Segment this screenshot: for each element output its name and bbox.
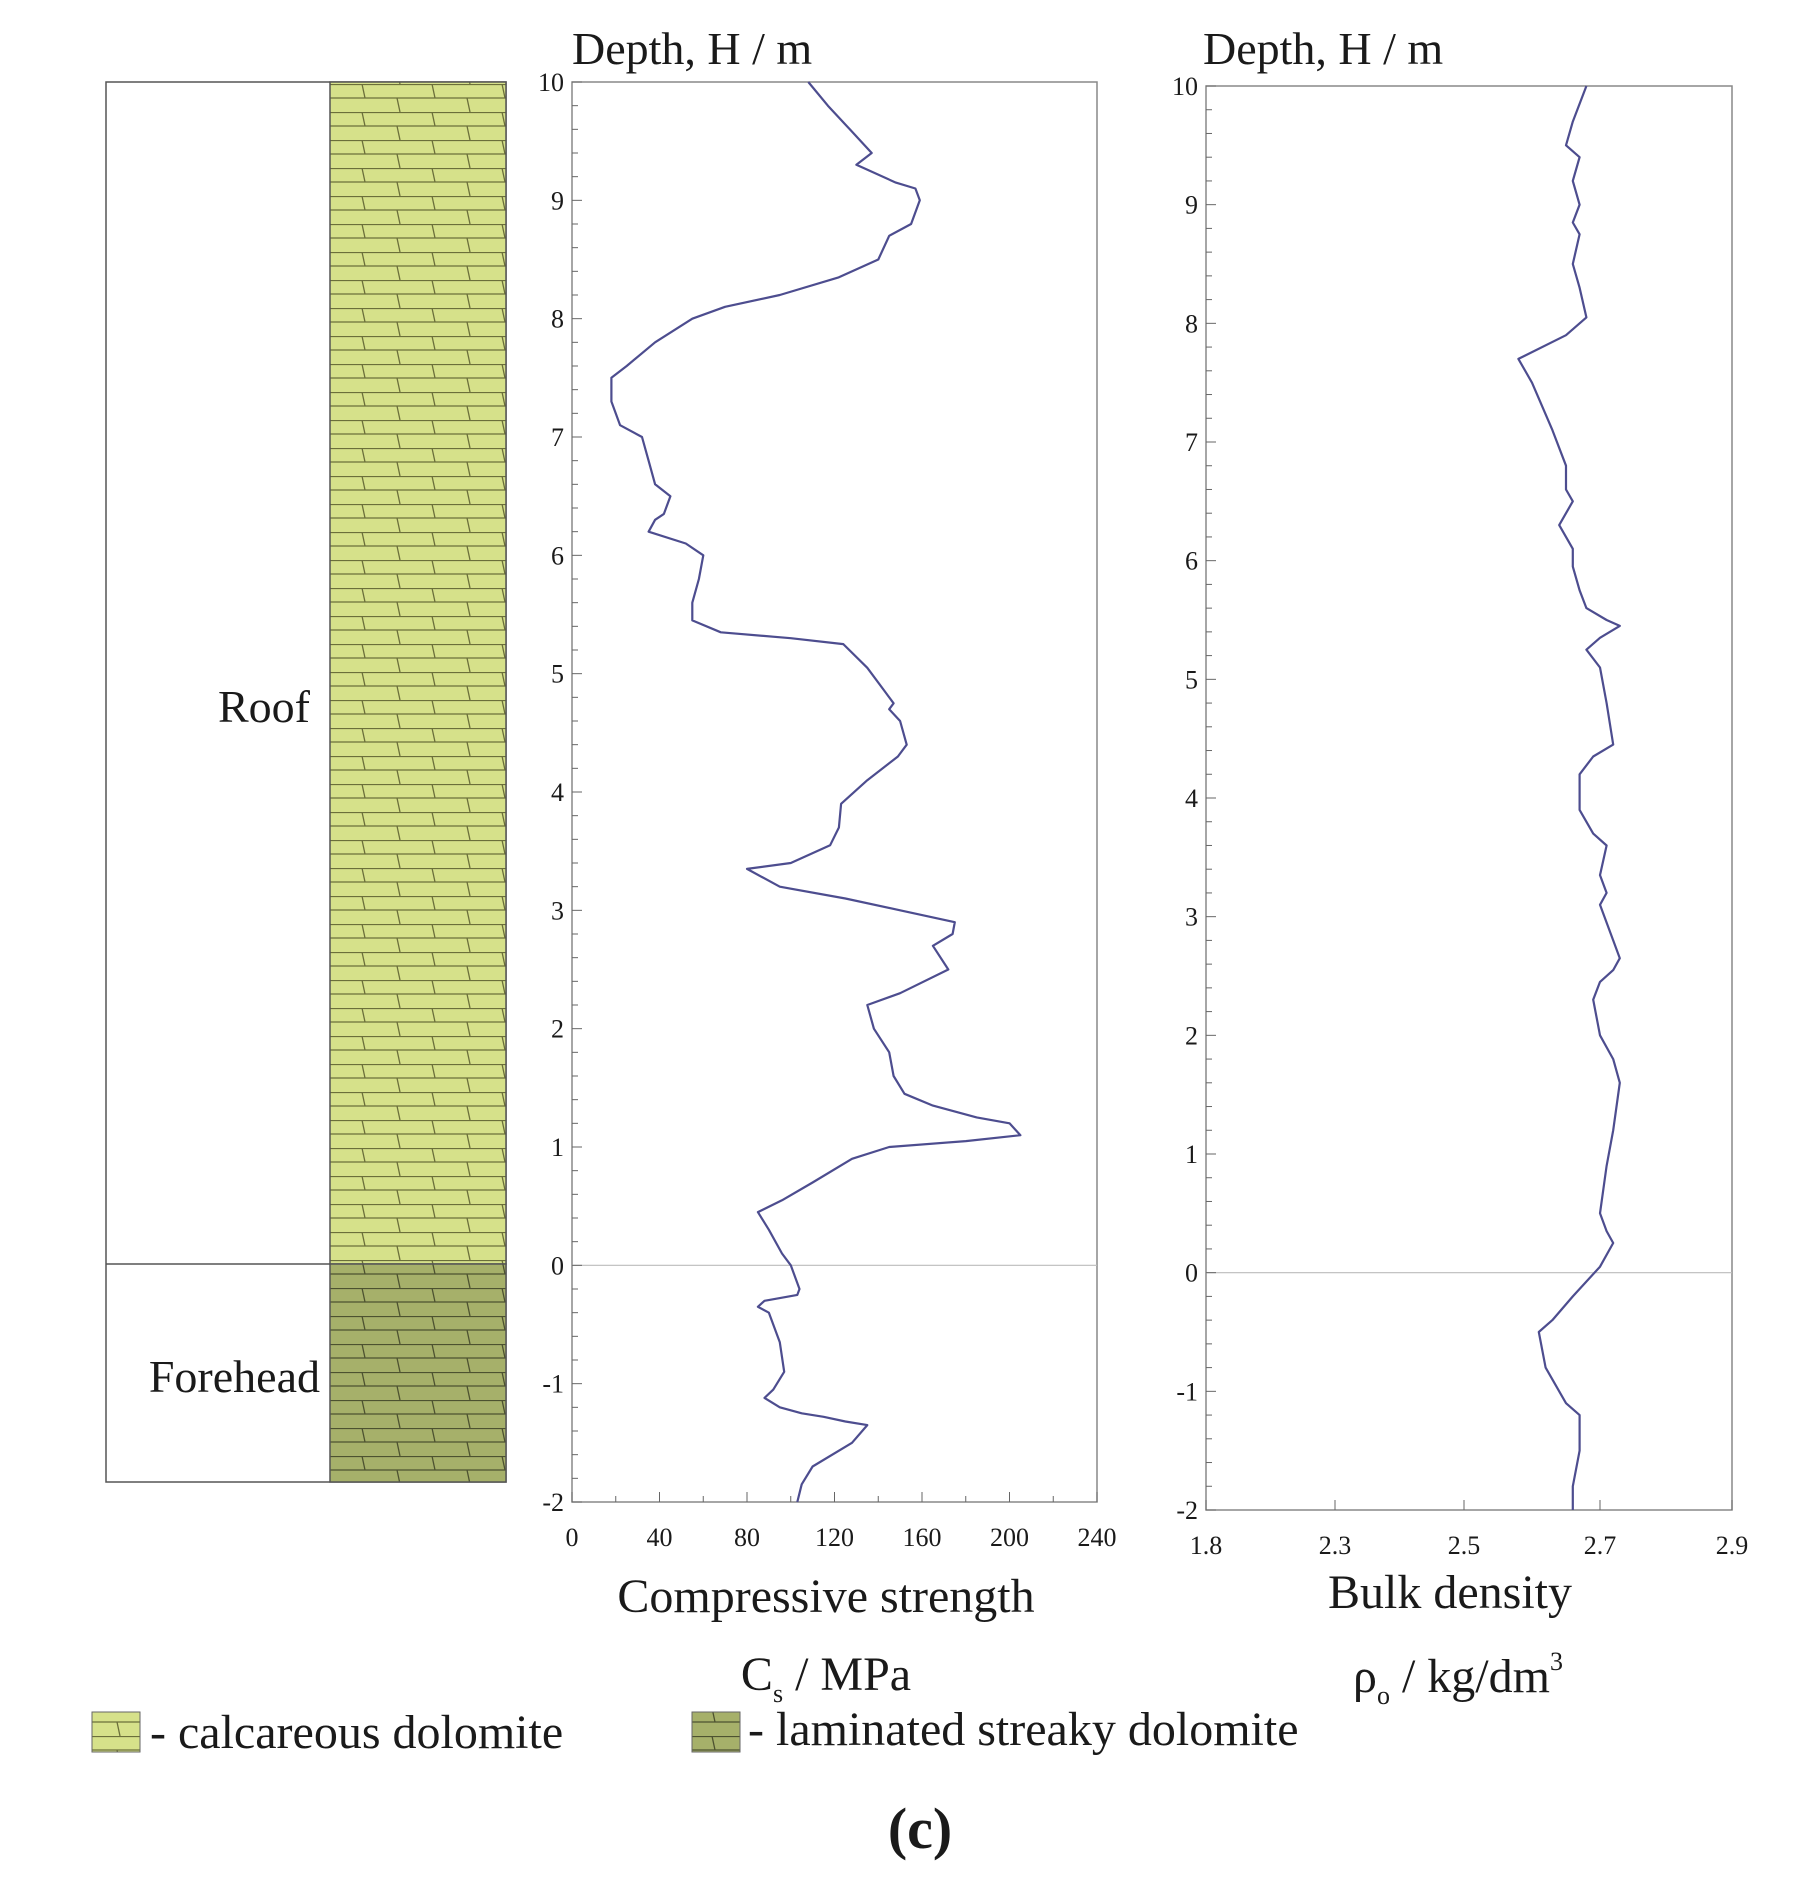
c1-ytick-label: 8 (551, 305, 564, 334)
c2-xtick-label: 2.3 (1319, 1531, 1352, 1560)
c1-ytick-label: 6 (551, 541, 564, 570)
c2-ytick-label: 1 (1185, 1140, 1198, 1169)
c1-ytick-label: 9 (551, 186, 564, 215)
c1-xtick-label: 40 (647, 1523, 673, 1552)
c2-ytick-label: -1 (1176, 1377, 1198, 1406)
chart1-plot-frame (571, 81, 1098, 1503)
c1-ytick-label: 4 (551, 778, 564, 807)
figure-caption: (c) (888, 1796, 952, 1861)
c1-ytick-label: 2 (551, 1015, 564, 1044)
chart2-ylabel: Depth, H / m (1203, 23, 1443, 74)
c1-ytick-label: 3 (551, 896, 564, 925)
c2-ytick-label: 5 (1185, 665, 1198, 694)
chart-compressive-strength: Depth, H / m -2 -1 0 1 2 3 4 5 6 7 8 9 10 0 40 80 120 16… (538, 23, 1117, 1708)
chart1-xlabel-unit: Cs / MPa (741, 1648, 911, 1708)
legend-label-laminated: - laminated streaky dolomite (748, 1703, 1299, 1756)
c2-ytick-label: 8 (1185, 309, 1198, 338)
chart2-xlabel-unit: ρo / kg/dm3 (1353, 1647, 1563, 1710)
legend-label-calcareous: - calcareous dolomite (150, 1706, 563, 1759)
c2-ytick-label: -2 (1176, 1496, 1198, 1525)
c1-xtick-label: 80 (734, 1523, 760, 1552)
c2-ytick-label: 2 (1185, 1021, 1198, 1050)
c2-xtick-label: 2.9 (1716, 1531, 1749, 1560)
lithology-label-roof: Roof (218, 681, 311, 732)
c2-series-line (1517, 85, 1621, 1510)
lithology-label-forehead: Forehead (149, 1351, 320, 1402)
legend-swatch-laminated (691, 1711, 741, 1753)
chart-bulk-density: Depth, H / m -2 -1 0 1 2 3 4 5 6 7 8 9 10 1.8 2.3 2.5 2… (1172, 23, 1748, 1710)
c1-ytick-label: 7 (551, 423, 564, 452)
legend: - calcareous dolomite - laminated streak… (91, 1703, 1299, 1759)
c2-xtick-label: 2.5 (1448, 1531, 1481, 1560)
c2-ytick-label: 0 (1185, 1259, 1198, 1288)
c1-xtick-label: 160 (903, 1523, 942, 1552)
c1-ytick-label: 5 (551, 660, 564, 689)
chart1-ylabel: Depth, H / m (572, 23, 812, 74)
c2-ytick-label: 9 (1185, 191, 1198, 220)
c1-xtick-label: 0 (566, 1523, 579, 1552)
c1-xtick-label: 200 (990, 1523, 1029, 1552)
c1-xtick-label: 120 (815, 1523, 854, 1552)
c1-ytick-label: 10 (538, 68, 564, 97)
c1-ytick-label: 1 (551, 1133, 564, 1162)
c2-ytick-label: 7 (1185, 428, 1198, 457)
c2-xtick-label: 1.8 (1190, 1531, 1223, 1560)
c2-ytick-label: 3 (1185, 903, 1198, 932)
c1-series-line (610, 81, 1022, 1503)
legend-swatch-calcareous (91, 1711, 141, 1753)
c2-ytick-label: 10 (1172, 72, 1198, 101)
chart1-xlabel: Compressive strength (617, 1570, 1034, 1623)
chart2-plot-frame (1205, 85, 1733, 1511)
c2-ytick-label: 6 (1185, 547, 1198, 576)
c1-xtick-label: 240 (1078, 1523, 1117, 1552)
lithology-roof-block (329, 81, 507, 1265)
c2-xtick-label: 2.7 (1584, 1531, 1617, 1560)
c1-ytick-label: -1 (542, 1370, 564, 1399)
chart2-xlabel: Bulk density (1328, 1566, 1572, 1619)
lithology-forehead-block (329, 1263, 507, 1483)
c2-ytick-label: 4 (1185, 784, 1198, 813)
c1-ytick-label: 0 (551, 1251, 564, 1280)
lithology-column: Roof Forehead (105, 81, 507, 1483)
c1-ytick-label: -2 (542, 1488, 564, 1517)
